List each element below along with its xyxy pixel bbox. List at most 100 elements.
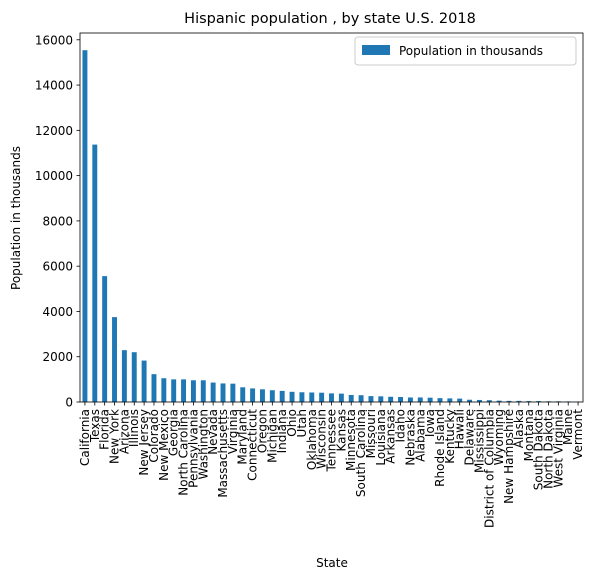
x-tick-label: Pennsylvania (186, 409, 200, 488)
bar-kansas (338, 393, 344, 402)
bar-iowa (427, 397, 433, 402)
bar-alabama (417, 397, 423, 402)
x-tick-label: New Hampshire (502, 409, 516, 504)
x-tick-label: Kentucky (443, 409, 457, 464)
x-tick-label: New Mexico (157, 409, 171, 481)
x-tick-label: Alaska (512, 409, 526, 448)
y-tick-label: 8000 (42, 214, 73, 228)
x-tick-label: California (78, 409, 92, 466)
legend-box (354, 36, 577, 66)
x-tick-label: Washington (196, 409, 210, 480)
bar-montana (526, 401, 532, 402)
y-tick-label: 10000 (35, 169, 73, 183)
bar-new-jersey (141, 360, 147, 402)
x-tick-label: Mississippi (472, 409, 486, 473)
bar-michigan (269, 390, 275, 402)
bar-district-of-columbia (486, 400, 492, 402)
legend-label: Population in thousands (399, 44, 543, 58)
bar-florida (102, 276, 108, 402)
chart-title: Hispanic population , by state U.S. 2018 (184, 11, 476, 27)
bar-utah (299, 392, 305, 402)
x-tick-label: Texas (88, 409, 102, 443)
bar-missouri (368, 396, 374, 402)
y-tick-label: 6000 (42, 260, 73, 274)
x-tick-label: Alabama (413, 409, 427, 462)
bar-wisconsin (319, 392, 325, 402)
bar-california (82, 50, 88, 403)
x-tick-label: Utah (295, 409, 309, 437)
bar-georgia (171, 379, 177, 402)
x-tick-label: Montana (522, 409, 536, 461)
y-tick-label: 12000 (35, 124, 73, 138)
x-tick-label: Arkansas (384, 409, 398, 464)
x-tick-label: Wisconsin (315, 409, 329, 469)
x-tick-label: Maryland (236, 409, 250, 465)
y-tick-label: 4000 (42, 305, 73, 319)
bar-rhode-island (437, 398, 443, 402)
x-tick-label: Colorado (147, 409, 161, 463)
bar-nebraska (407, 397, 413, 402)
bar-arizona (121, 350, 127, 402)
x-tick-label: Nebraska (403, 409, 417, 466)
bar-delaware (467, 399, 473, 402)
x-tick-label: District of Columbia (482, 409, 496, 528)
bar-south-carolina (358, 395, 364, 402)
legend-swatch (362, 45, 390, 55)
x-tick-label: Rhode Island (433, 409, 447, 487)
x-tick-label: New Jersey (137, 409, 151, 476)
x-tick-label: South Dakota (532, 409, 546, 490)
x-tick-label: West Virginia (551, 409, 565, 488)
y-tick-label: 14000 (35, 79, 73, 93)
bar-washington (200, 380, 206, 402)
bar-texas (92, 144, 98, 402)
legend: Population in thousands (354, 36, 577, 66)
x-tick-label: Virginia (226, 409, 240, 454)
x-tick-label: Kansas (334, 409, 348, 451)
x-tick-label: Indiana (275, 409, 289, 453)
x-tick-label: Ohio (285, 409, 299, 437)
y-tick-label: 2000 (42, 350, 73, 364)
bar-mississippi (476, 399, 482, 402)
bar-hawaii (457, 398, 463, 402)
x-tick-label: Oregon (255, 409, 269, 453)
x-tick-label: New York (108, 409, 122, 464)
bar-illinois (131, 352, 137, 402)
bar-wyoming (496, 400, 502, 402)
x-tick-label: Minnesota (344, 409, 358, 471)
x-axis-title: State (316, 556, 348, 570)
bar-tennessee (329, 393, 334, 402)
bar-louisiana (378, 396, 384, 402)
x-tick-label: Delaware (463, 409, 477, 466)
bar-arkansas (388, 396, 394, 402)
bar-indiana (279, 390, 285, 402)
x-tick-label: Wyoming (492, 409, 506, 465)
x-tick-label: North Dakota (541, 409, 555, 489)
x-tick-label: Vermont (571, 409, 585, 460)
bar-minnesota (348, 394, 354, 402)
bar-connecticut (250, 388, 256, 402)
bar-new-mexico (161, 378, 167, 402)
bar-alaska (516, 400, 522, 402)
bar-pennsylvania (190, 380, 196, 402)
x-tick-label: Georgia (167, 409, 181, 456)
bar-kentucky (447, 398, 453, 402)
x-tick-label: Oklahoma (305, 409, 319, 470)
x-tick-label: Florida (98, 409, 112, 450)
bar-south-dakota (536, 401, 542, 402)
bar-idaho (398, 397, 404, 402)
bar-new-hampshire (506, 400, 512, 402)
x-tick-label: Tennessee (325, 409, 339, 473)
bar-colorado (151, 374, 157, 402)
bar-new-york (112, 317, 117, 402)
x-tick-label: Connecticut (246, 409, 260, 481)
x-tick-label: Hawaii (453, 409, 467, 449)
bar-ohio (289, 391, 295, 402)
x-tick-label: Louisiana (374, 409, 388, 466)
bar-virginia (230, 383, 236, 402)
bar-oregon (259, 389, 265, 402)
y-tick-label: 0 (65, 396, 73, 410)
y-axis-ticks: 0 2000 4000 6000 8000 10000 12000 14000 16000 (35, 33, 80, 410)
x-tick-label: Nevada (206, 409, 220, 455)
bar-nevada (210, 382, 216, 402)
y-tick-label: 16000 (35, 33, 73, 47)
